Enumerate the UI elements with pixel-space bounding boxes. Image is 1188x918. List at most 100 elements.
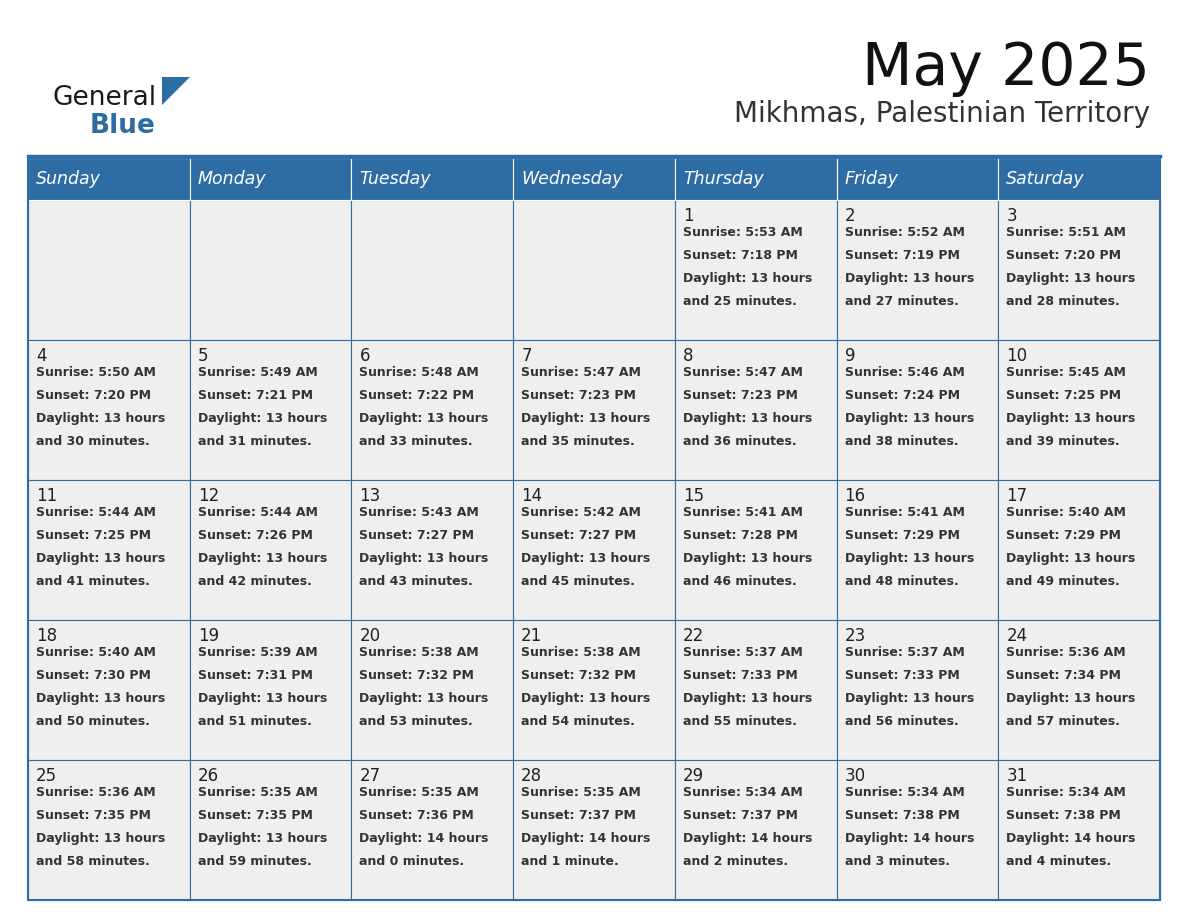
Text: and 56 minutes.: and 56 minutes.	[845, 715, 959, 728]
Text: Sunrise: 5:48 AM: Sunrise: 5:48 AM	[360, 366, 479, 379]
Text: Sunset: 7:29 PM: Sunset: 7:29 PM	[845, 529, 960, 543]
Text: and 2 minutes.: and 2 minutes.	[683, 856, 788, 868]
Text: 9: 9	[845, 347, 855, 365]
Text: and 58 minutes.: and 58 minutes.	[36, 856, 150, 868]
Text: Sunrise: 5:47 AM: Sunrise: 5:47 AM	[522, 366, 642, 379]
Text: Sunrise: 5:42 AM: Sunrise: 5:42 AM	[522, 506, 642, 519]
Text: Sunset: 7:23 PM: Sunset: 7:23 PM	[522, 389, 636, 402]
Text: Daylight: 13 hours: Daylight: 13 hours	[845, 273, 974, 285]
Text: Sunrise: 5:53 AM: Sunrise: 5:53 AM	[683, 226, 803, 239]
Bar	[675, 200, 836, 340]
Bar	[190, 760, 352, 900]
Text: 1: 1	[683, 207, 694, 225]
Text: Sunset: 7:29 PM: Sunset: 7:29 PM	[1006, 529, 1121, 543]
Bar	[998, 760, 1159, 900]
Bar	[352, 158, 513, 200]
Text: and 30 minutes.: and 30 minutes.	[36, 435, 150, 448]
Text: and 55 minutes.: and 55 minutes.	[683, 715, 797, 728]
Text: Daylight: 13 hours: Daylight: 13 hours	[683, 692, 813, 705]
Text: 22: 22	[683, 627, 704, 645]
Text: Sunset: 7:31 PM: Sunset: 7:31 PM	[197, 669, 312, 682]
Text: Daylight: 13 hours: Daylight: 13 hours	[522, 412, 650, 425]
Bar	[675, 340, 836, 480]
Text: Daylight: 13 hours: Daylight: 13 hours	[522, 553, 650, 565]
Text: Sunrise: 5:40 AM: Sunrise: 5:40 AM	[36, 646, 156, 659]
Text: 13: 13	[360, 487, 380, 505]
Bar	[513, 340, 675, 480]
Text: General: General	[52, 85, 156, 111]
Text: 11: 11	[36, 487, 57, 505]
Text: and 25 minutes.: and 25 minutes.	[683, 296, 797, 308]
Text: Daylight: 14 hours: Daylight: 14 hours	[360, 833, 488, 845]
Text: Daylight: 14 hours: Daylight: 14 hours	[1006, 833, 1136, 845]
Bar	[29, 340, 190, 480]
Text: Sunset: 7:30 PM: Sunset: 7:30 PM	[36, 669, 151, 682]
Bar	[836, 340, 998, 480]
Text: and 27 minutes.: and 27 minutes.	[845, 296, 959, 308]
Text: Sunrise: 5:50 AM: Sunrise: 5:50 AM	[36, 366, 156, 379]
Text: Tuesday: Tuesday	[360, 170, 431, 188]
Text: Monday: Monday	[197, 170, 266, 188]
Text: Daylight: 13 hours: Daylight: 13 hours	[360, 553, 488, 565]
Text: Sunset: 7:27 PM: Sunset: 7:27 PM	[522, 529, 636, 543]
Text: 14: 14	[522, 487, 542, 505]
Bar	[675, 760, 836, 900]
Text: Daylight: 13 hours: Daylight: 13 hours	[845, 553, 974, 565]
Text: Blue: Blue	[90, 113, 156, 139]
Text: Sunrise: 5:45 AM: Sunrise: 5:45 AM	[1006, 366, 1126, 379]
Text: Sunset: 7:37 PM: Sunset: 7:37 PM	[683, 809, 797, 823]
Bar	[190, 480, 352, 620]
Text: and 48 minutes.: and 48 minutes.	[845, 576, 959, 588]
Text: 30: 30	[845, 767, 866, 785]
Text: Sunset: 7:28 PM: Sunset: 7:28 PM	[683, 529, 797, 543]
Text: Daylight: 13 hours: Daylight: 13 hours	[197, 412, 327, 425]
Text: 5: 5	[197, 347, 208, 365]
Text: Sunset: 7:38 PM: Sunset: 7:38 PM	[845, 809, 960, 823]
Text: 8: 8	[683, 347, 694, 365]
Text: Sunset: 7:27 PM: Sunset: 7:27 PM	[360, 529, 474, 543]
Text: 6: 6	[360, 347, 369, 365]
Bar	[352, 760, 513, 900]
Bar	[675, 158, 836, 200]
Text: Sunset: 7:23 PM: Sunset: 7:23 PM	[683, 389, 797, 402]
Text: and 31 minutes.: and 31 minutes.	[197, 435, 311, 448]
Text: Daylight: 14 hours: Daylight: 14 hours	[683, 833, 813, 845]
Text: and 35 minutes.: and 35 minutes.	[522, 435, 634, 448]
Text: 24: 24	[1006, 627, 1028, 645]
Bar	[998, 200, 1159, 340]
Text: Daylight: 13 hours: Daylight: 13 hours	[1006, 412, 1136, 425]
Bar	[836, 158, 998, 200]
Text: and 42 minutes.: and 42 minutes.	[197, 576, 311, 588]
Text: Sunrise: 5:35 AM: Sunrise: 5:35 AM	[197, 786, 317, 799]
Bar	[675, 620, 836, 760]
Text: Sunset: 7:32 PM: Sunset: 7:32 PM	[360, 669, 474, 682]
Text: Sunset: 7:33 PM: Sunset: 7:33 PM	[683, 669, 797, 682]
Text: 3: 3	[1006, 207, 1017, 225]
Bar	[998, 620, 1159, 760]
Text: Sunrise: 5:46 AM: Sunrise: 5:46 AM	[845, 366, 965, 379]
Text: Saturday: Saturday	[1006, 170, 1085, 188]
Text: Daylight: 14 hours: Daylight: 14 hours	[522, 833, 651, 845]
Bar	[29, 158, 190, 200]
Text: and 50 minutes.: and 50 minutes.	[36, 715, 150, 728]
Text: Sunrise: 5:44 AM: Sunrise: 5:44 AM	[36, 506, 156, 519]
Text: Sunrise: 5:36 AM: Sunrise: 5:36 AM	[36, 786, 156, 799]
Bar	[352, 340, 513, 480]
Bar	[29, 480, 190, 620]
Text: 19: 19	[197, 627, 219, 645]
Text: Sunrise: 5:43 AM: Sunrise: 5:43 AM	[360, 506, 479, 519]
Text: Sunset: 7:25 PM: Sunset: 7:25 PM	[36, 529, 151, 543]
Text: Sunday: Sunday	[36, 170, 101, 188]
Text: and 39 minutes.: and 39 minutes.	[1006, 435, 1120, 448]
Text: Sunset: 7:20 PM: Sunset: 7:20 PM	[36, 389, 151, 402]
Text: Sunrise: 5:35 AM: Sunrise: 5:35 AM	[522, 786, 640, 799]
Text: Sunrise: 5:37 AM: Sunrise: 5:37 AM	[845, 646, 965, 659]
Text: Daylight: 13 hours: Daylight: 13 hours	[683, 273, 813, 285]
Text: 23: 23	[845, 627, 866, 645]
Text: 26: 26	[197, 767, 219, 785]
Text: 28: 28	[522, 767, 542, 785]
Text: 21: 21	[522, 627, 543, 645]
Bar	[29, 200, 190, 340]
Text: 15: 15	[683, 487, 704, 505]
Text: Sunrise: 5:34 AM: Sunrise: 5:34 AM	[1006, 786, 1126, 799]
